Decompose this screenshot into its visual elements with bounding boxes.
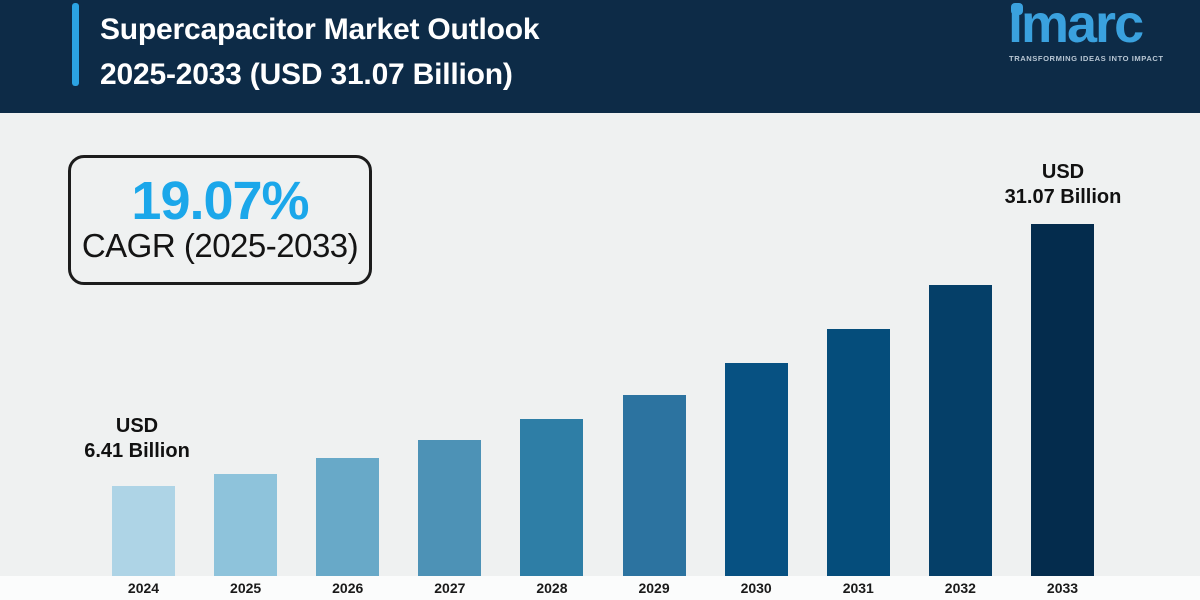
bar-column-2032: 2032 [928,285,992,596]
bar-2030 [724,363,788,576]
x-tick-2028: 2028 [536,580,568,596]
bar-column-2033: 2033 [1030,224,1094,596]
annotation-first-line2: 6.41 Billion [84,440,190,462]
bar-2032 [928,285,992,576]
logo-tagline: TRANSFORMING IDEAS INTO IMPACT [1009,54,1164,63]
annotation-first-bar: USD 6.41 Billion [52,414,222,464]
bar-column-2031: 2031 [826,329,890,596]
x-axis-strip [0,576,1200,600]
annotation-last-line1: USD [1041,161,1085,183]
bar-2028 [520,419,584,576]
x-tick-2032: 2032 [944,580,976,596]
bar-2026 [316,458,380,576]
cagr-label: CAGR (2025-2033) [81,227,359,264]
bar-2029 [622,395,686,576]
x-tick-2025: 2025 [230,580,262,596]
bar-column-2027: 2027 [418,440,482,596]
x-tick-2027: 2027 [434,580,466,596]
header: Supercapacitor Market Outlook 2025-2033 … [0,0,1200,113]
bar-column-2028: 2028 [520,419,584,596]
page-title-line1: Supercapacitor Market Outlook [100,13,540,46]
page-title: Supercapacitor Market Outlook 2025-2033 … [100,7,540,97]
page-title-line2: 2025-2033 (USD 31.07 Billion) [100,58,513,91]
bar-chart: 2024 2025 2026 2027 2028 2029 2030 2031 2032 2033 [112,224,1094,596]
bar-column-2029: 2029 [622,395,686,596]
cagr-value: 19.07% [131,171,309,231]
logo-i-dot-icon [1011,3,1023,15]
imarc-logo: ımarc TRANSFORMING IDEAS INTO IMPACT [1008,0,1163,79]
bar-2031 [826,329,890,576]
bar-2027 [418,440,482,576]
title-accent-bar [72,3,79,86]
bar-column-2026: 2026 [316,458,380,596]
bar-2033 [1030,224,1094,576]
annotation-last-line2: 31.07 Billion [1004,186,1122,208]
bar-column-2025: 2025 [214,474,278,596]
x-tick-2024: 2024 [127,580,160,596]
annotation-last-bar: USD 31.07 Billion [978,160,1148,210]
x-tick-2030: 2030 [740,580,772,596]
bar-2025 [214,474,278,576]
cagr-box: 19.07% CAGR (2025-2033) [68,155,372,285]
x-tick-2031: 2031 [842,580,874,596]
bar-column-2024: 2024 [112,486,175,596]
x-tick-2026: 2026 [332,580,364,596]
annotation-first-line1: USD [115,415,159,437]
bar-2024 [112,486,175,576]
x-tick-2029: 2029 [638,580,670,596]
x-tick-2033: 2033 [1046,580,1079,596]
logo-wordmark: ımarc [1008,0,1144,54]
bar-column-2030: 2030 [724,363,788,596]
